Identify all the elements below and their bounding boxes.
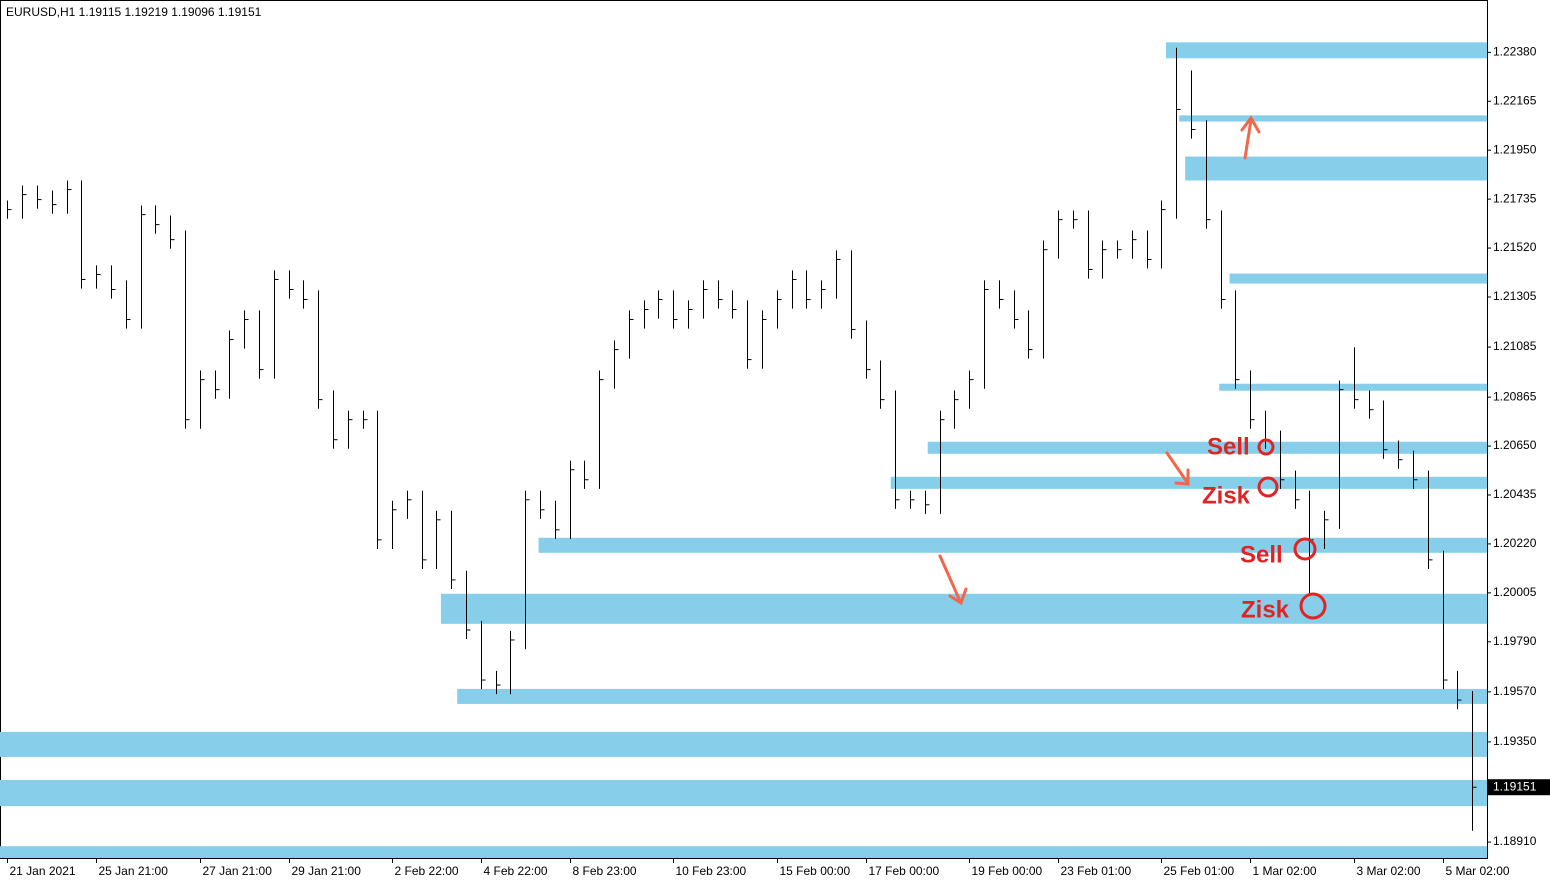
y-tick-label: 1.20435	[1493, 487, 1537, 501]
annotation-circle	[1299, 592, 1327, 620]
zones	[0, 42, 1487, 858]
zone	[0, 779, 1487, 807]
y-tick-label: 1.19790	[1493, 634, 1537, 648]
x-tick-label: 5 Mar 02:00	[1446, 864, 1510, 878]
y-tick-label: 1.20650	[1493, 438, 1537, 452]
zone	[538, 537, 1487, 553]
arrow	[938, 554, 968, 606]
annotation: Sell	[1207, 433, 1250, 460]
x-tick-label: 17 Feb 00:00	[869, 864, 940, 878]
arrow	[1240, 115, 1261, 160]
y-tick-label: 1.19570	[1493, 684, 1537, 698]
x-tick-label: 29 Jan 21:00	[292, 864, 362, 878]
bars	[7, 47, 1477, 831]
y-tick-label: 1.19350	[1493, 734, 1537, 748]
x-tick-label: 21 Jan 2021	[10, 864, 76, 878]
x-tick-label: 15 Feb 00:00	[780, 864, 851, 878]
y-tick-label: 1.21950	[1493, 142, 1537, 156]
x-tick-label: 25 Jan 21:00	[99, 864, 169, 878]
plot-frame	[0, 0, 1488, 859]
annotation: Sell	[1240, 541, 1283, 568]
x-tick-label: 2 Feb 22:00	[395, 864, 459, 878]
chart-title: EURUSD,H1 1.19115 1.19219 1.19096 1.1915…	[6, 5, 262, 19]
last-price-label: 1.19151	[1493, 779, 1537, 793]
y-tick-label: 1.21735	[1493, 191, 1537, 205]
x-tick-label: 27 Jan 21:00	[203, 864, 273, 878]
y-tick-label: 1.21305	[1493, 289, 1537, 303]
annotation: Zisk	[1241, 596, 1290, 623]
zone	[1179, 115, 1487, 122]
x-tick-label: 25 Feb 01:00	[1164, 864, 1235, 878]
y-tick-label: 1.20005	[1493, 585, 1537, 599]
x-tick-label: 10 Feb 23:00	[676, 864, 747, 878]
annotation: Zisk	[1202, 482, 1251, 509]
arrow	[1165, 451, 1190, 486]
x-tick-label: 23 Feb 01:00	[1061, 864, 1132, 878]
y-tick-label: 1.22380	[1493, 45, 1537, 59]
zone	[1219, 383, 1487, 391]
zone	[0, 731, 1487, 757]
zone	[1185, 156, 1487, 181]
axes: 1.22380 1.22165 1.21950 1.21735 1.21520 1.213…	[7, 45, 1550, 878]
last-price-box	[1488, 779, 1550, 796]
zone	[0, 846, 1487, 858]
arrows	[938, 115, 1261, 606]
x-tick-label: 19 Feb 00:00	[972, 864, 1043, 878]
zone	[1229, 273, 1487, 284]
y-tick-label: 1.22165	[1493, 93, 1537, 107]
x-tick-label: 8 Feb 23:00	[573, 864, 637, 878]
y-tick-label: 1.21520	[1493, 240, 1537, 254]
y-tick-label: 1.20220	[1493, 536, 1537, 550]
x-tick-label: 3 Mar 02:00	[1357, 864, 1421, 878]
annotation-circle	[1293, 537, 1317, 561]
annotation-circle	[1257, 476, 1279, 498]
x-tick-label: 1 Mar 02:00	[1253, 864, 1317, 878]
zone	[927, 441, 1487, 454]
y-tick-label: 1.18910	[1493, 834, 1537, 848]
y-tick-label: 1.21085	[1493, 339, 1537, 353]
annotation-circle	[1257, 438, 1275, 456]
y-tick-label: 1.20865	[1493, 389, 1537, 403]
zone	[457, 688, 1487, 704]
annotations: Sell Zisk Sell Zisk	[1202, 433, 1327, 623]
zone	[1165, 42, 1487, 59]
x-tick-label: 4 Feb 22:00	[484, 864, 548, 878]
